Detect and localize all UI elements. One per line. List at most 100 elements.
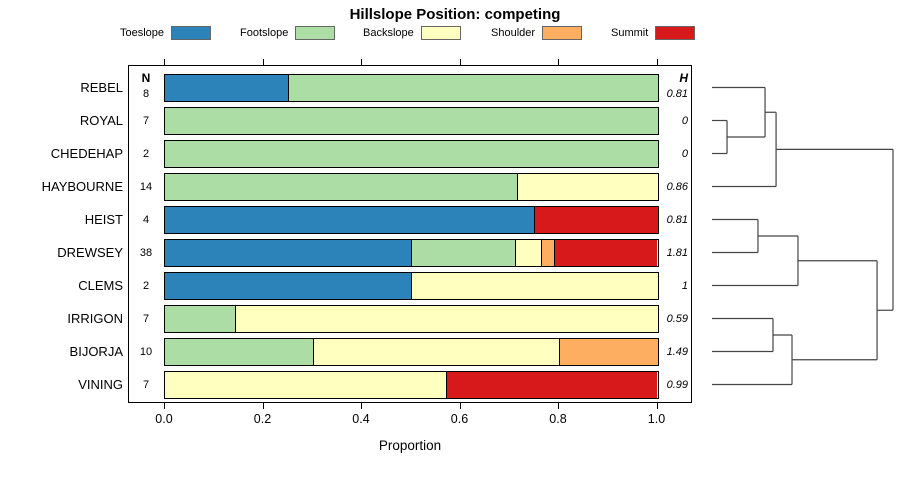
legend-label: Summit (611, 26, 649, 39)
bar-segment-shoulder (540, 239, 554, 266)
row-label: DREWSEY (57, 245, 123, 260)
row-n-value: 7 (142, 114, 150, 127)
x-tick-label: 0.6 (450, 412, 469, 426)
row-h-value: 1.49 (666, 345, 688, 358)
row-label: BIJORJA (69, 344, 123, 359)
bar-segment-footslope (165, 140, 658, 167)
bar-segment-footslope (165, 338, 313, 365)
bar-segment-toeslope (165, 239, 412, 266)
x-tick-top (361, 59, 362, 65)
stacked-bar (164, 73, 659, 102)
x-tick-top (262, 59, 264, 65)
x-tick-label: 0.2 (253, 412, 272, 426)
x-axis-title: Proportion (378, 438, 442, 453)
legend-swatch-shoulder (542, 25, 583, 40)
bar-segment-footslope (165, 107, 658, 134)
row-n-value: 7 (142, 312, 150, 325)
chart-title: Hillslope Position: competing (349, 6, 561, 23)
bar-segment-backslope (514, 239, 541, 266)
x-tick-label: 1.0 (647, 412, 666, 426)
stacked-bar (164, 205, 659, 234)
legend-swatch-footslope (295, 25, 336, 40)
stacked-bar (164, 238, 659, 267)
x-tick-bottom (262, 403, 264, 409)
row-n-value: 8 (142, 87, 150, 100)
row-h-value: 0.81 (666, 87, 688, 100)
bar-segment-shoulder (559, 338, 658, 365)
row-label: HAYBOURNE (41, 179, 123, 194)
row-label: CHEDEHAP (50, 146, 123, 161)
row-n-value: 7 (142, 378, 150, 391)
row-label: ROYAL (79, 113, 123, 128)
x-tick-top (558, 59, 559, 65)
row-h-value: 0 (681, 147, 688, 160)
row-label: CLEMS (78, 278, 123, 293)
stacked-bar (164, 139, 659, 168)
legend-label: Shoulder (491, 26, 536, 39)
bar-segment-toeslope (165, 272, 412, 299)
x-tick-top (656, 59, 658, 65)
row-h-value: 0.81 (666, 213, 688, 226)
bar-segment-backslope (312, 338, 559, 365)
bar-segment-footslope (165, 173, 517, 200)
row-label: VINING (78, 377, 123, 392)
legend-swatch-toeslope (171, 25, 212, 40)
bar-segment-backslope (516, 173, 658, 200)
x-tick-bottom (361, 403, 362, 409)
bar-segment-summit (534, 206, 658, 233)
bar-segment-summit (446, 371, 658, 398)
legend-label: Footslope (240, 26, 289, 39)
row-h-value: 0.99 (666, 378, 688, 391)
row-n-value: 2 (142, 147, 150, 160)
bar-segment-backslope (235, 305, 658, 332)
row-h-value: 1 (681, 279, 688, 292)
bar-segment-backslope (411, 272, 658, 299)
row-n-value: 14 (139, 180, 153, 193)
bar-segment-backslope (165, 371, 447, 398)
stacked-bar (164, 172, 659, 201)
row-label: IRRIGON (67, 311, 123, 326)
row-label: HEIST (84, 212, 123, 227)
row-n-value: 4 (142, 213, 150, 226)
row-h-value: 0 (681, 114, 688, 127)
x-tick-bottom (558, 403, 559, 409)
x-tick-bottom (164, 403, 165, 409)
legend-item-backslope: Backslope (363, 25, 461, 40)
row-n-value: 2 (142, 279, 150, 292)
x-tick-label: 0.0 (155, 412, 173, 426)
x-tick-bottom (459, 403, 461, 409)
x-tick-bottom (656, 403, 658, 409)
x-tick-top (459, 59, 461, 65)
row-label: REBEL (80, 80, 123, 95)
row-h-value: 0.86 (666, 180, 688, 193)
stacked-bar (164, 304, 659, 333)
row-n-value: 38 (139, 246, 153, 259)
legend-swatch-summit (655, 25, 696, 40)
bar-segment-footslope (288, 74, 658, 101)
bar-segment-footslope (411, 239, 515, 266)
legend-item-shoulder: Shoulder (491, 25, 583, 40)
stacked-bar (164, 337, 659, 366)
row-h-value: 0.59 (666, 312, 688, 325)
x-tick-top (164, 59, 165, 65)
legend-swatch-backslope (420, 25, 461, 40)
row-h-value: 1.81 (666, 246, 688, 259)
h-column-header: H (679, 70, 688, 85)
stacked-bar (164, 106, 659, 135)
n-column-header: N (141, 70, 151, 85)
legend-label: Backslope (363, 26, 414, 39)
stacked-bar (164, 271, 659, 300)
row-n-value: 10 (139, 345, 153, 358)
bar-segment-summit (553, 239, 658, 266)
x-tick-label: 0.8 (549, 412, 567, 426)
bar-segment-footslope (165, 305, 236, 332)
x-tick-label: 0.4 (352, 412, 370, 426)
plot-box (128, 65, 692, 403)
legend-item-toeslope: Toeslope (120, 25, 212, 40)
legend-item-footslope: Footslope (240, 25, 336, 40)
legend-item-summit: Summit (611, 25, 696, 40)
bar-segment-toeslope (165, 206, 535, 233)
stacked-bar (164, 370, 659, 399)
bar-segment-toeslope (165, 74, 289, 101)
